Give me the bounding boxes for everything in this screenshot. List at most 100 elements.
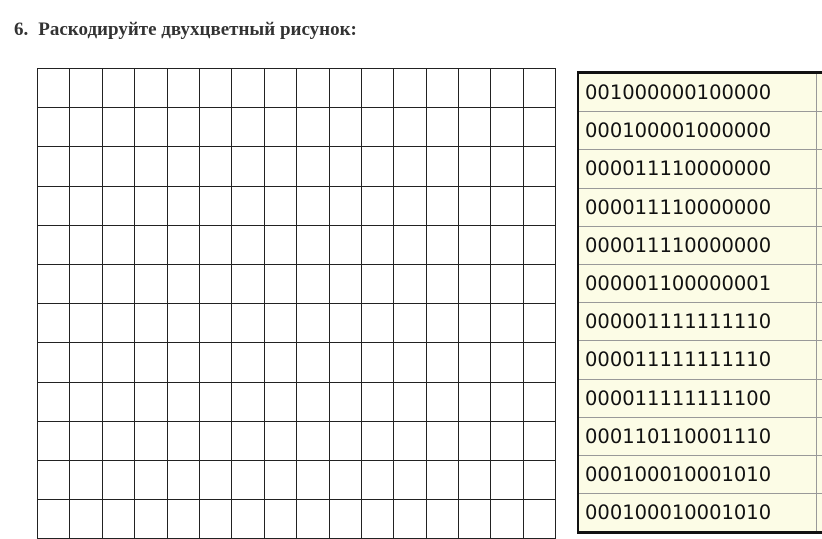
grid-cell[interactable]: [394, 186, 426, 225]
grid-cell[interactable]: [135, 264, 167, 303]
grid-cell[interactable]: [264, 304, 296, 343]
grid-cell[interactable]: [232, 108, 264, 147]
grid-cell[interactable]: [523, 460, 555, 499]
grid-cell[interactable]: [329, 500, 361, 539]
grid-cell[interactable]: [394, 343, 426, 382]
grid-cell[interactable]: [167, 186, 199, 225]
grid-cell[interactable]: [491, 186, 523, 225]
grid-cell[interactable]: [394, 382, 426, 421]
grid-cell[interactable]: [38, 69, 70, 108]
grid-cell[interactable]: [459, 460, 491, 499]
grid-cell[interactable]: [329, 343, 361, 382]
grid-cell[interactable]: [199, 264, 231, 303]
grid-cell[interactable]: [264, 343, 296, 382]
grid-cell[interactable]: [38, 304, 70, 343]
grid-cell[interactable]: [361, 108, 393, 147]
grid-cell[interactable]: [70, 147, 102, 186]
grid-cell[interactable]: [523, 108, 555, 147]
grid-cell[interactable]: [297, 186, 329, 225]
grid-cell[interactable]: [297, 108, 329, 147]
drawing-grid[interactable]: [37, 68, 556, 539]
grid-cell[interactable]: [426, 69, 458, 108]
grid-cell[interactable]: [38, 421, 70, 460]
grid-cell[interactable]: [102, 460, 134, 499]
grid-cell[interactable]: [264, 421, 296, 460]
grid-cell[interactable]: [232, 225, 264, 264]
grid-cell[interactable]: [329, 304, 361, 343]
grid-cell[interactable]: [523, 147, 555, 186]
grid-cell[interactable]: [459, 382, 491, 421]
grid-cell[interactable]: [38, 343, 70, 382]
grid-cell[interactable]: [199, 108, 231, 147]
grid-cell[interactable]: [329, 264, 361, 303]
grid-cell[interactable]: [167, 108, 199, 147]
grid-cell[interactable]: [102, 69, 134, 108]
grid-cell[interactable]: [232, 382, 264, 421]
grid-cell[interactable]: [232, 460, 264, 499]
grid-cell[interactable]: [426, 343, 458, 382]
grid-cell[interactable]: [264, 382, 296, 421]
grid-cell[interactable]: [426, 264, 458, 303]
grid-cell[interactable]: [491, 500, 523, 539]
grid-cell[interactable]: [459, 225, 491, 264]
grid-cell[interactable]: [264, 69, 296, 108]
grid-cell[interactable]: [523, 304, 555, 343]
grid-cell[interactable]: [426, 186, 458, 225]
grid-cell[interactable]: [232, 186, 264, 225]
grid-cell[interactable]: [361, 186, 393, 225]
grid-cell[interactable]: [167, 343, 199, 382]
grid-cell[interactable]: [232, 69, 264, 108]
grid-cell[interactable]: [459, 343, 491, 382]
grid-cell[interactable]: [135, 421, 167, 460]
grid-cell[interactable]: [70, 382, 102, 421]
grid-cell[interactable]: [361, 500, 393, 539]
grid-cell[interactable]: [70, 225, 102, 264]
grid-cell[interactable]: [102, 225, 134, 264]
grid-cell[interactable]: [523, 186, 555, 225]
grid-cell[interactable]: [70, 108, 102, 147]
grid-cell[interactable]: [491, 69, 523, 108]
grid-cell[interactable]: [167, 225, 199, 264]
grid-cell[interactable]: [459, 304, 491, 343]
grid-cell[interactable]: [426, 421, 458, 460]
grid-cell[interactable]: [297, 147, 329, 186]
grid-cell[interactable]: [361, 304, 393, 343]
grid-cell[interactable]: [264, 460, 296, 499]
grid-cell[interactable]: [361, 382, 393, 421]
grid-cell[interactable]: [102, 147, 134, 186]
grid-cell[interactable]: [70, 343, 102, 382]
grid-cell[interactable]: [70, 186, 102, 225]
grid-cell[interactable]: [102, 343, 134, 382]
grid-cell[interactable]: [232, 421, 264, 460]
grid-cell[interactable]: [102, 304, 134, 343]
grid-cell[interactable]: [329, 225, 361, 264]
grid-cell[interactable]: [102, 382, 134, 421]
grid-cell[interactable]: [459, 69, 491, 108]
grid-cell[interactable]: [394, 264, 426, 303]
grid-cell[interactable]: [361, 69, 393, 108]
grid-cell[interactable]: [297, 69, 329, 108]
grid-cell[interactable]: [167, 264, 199, 303]
grid-cell[interactable]: [523, 500, 555, 539]
grid-cell[interactable]: [199, 147, 231, 186]
grid-cell[interactable]: [167, 304, 199, 343]
grid-cell[interactable]: [38, 186, 70, 225]
grid-cell[interactable]: [523, 225, 555, 264]
grid-cell[interactable]: [167, 460, 199, 499]
grid-cell[interactable]: [329, 421, 361, 460]
grid-cell[interactable]: [523, 382, 555, 421]
grid-cell[interactable]: [297, 500, 329, 539]
grid-cell[interactable]: [459, 421, 491, 460]
grid-cell[interactable]: [70, 460, 102, 499]
grid-cell[interactable]: [297, 304, 329, 343]
grid-cell[interactable]: [232, 264, 264, 303]
grid-cell[interactable]: [38, 500, 70, 539]
grid-cell[interactable]: [459, 500, 491, 539]
grid-cell[interactable]: [102, 186, 134, 225]
grid-cell[interactable]: [329, 382, 361, 421]
grid-cell[interactable]: [329, 108, 361, 147]
grid-cell[interactable]: [135, 460, 167, 499]
grid-cell[interactable]: [264, 500, 296, 539]
grid-cell[interactable]: [491, 225, 523, 264]
grid-cell[interactable]: [199, 382, 231, 421]
